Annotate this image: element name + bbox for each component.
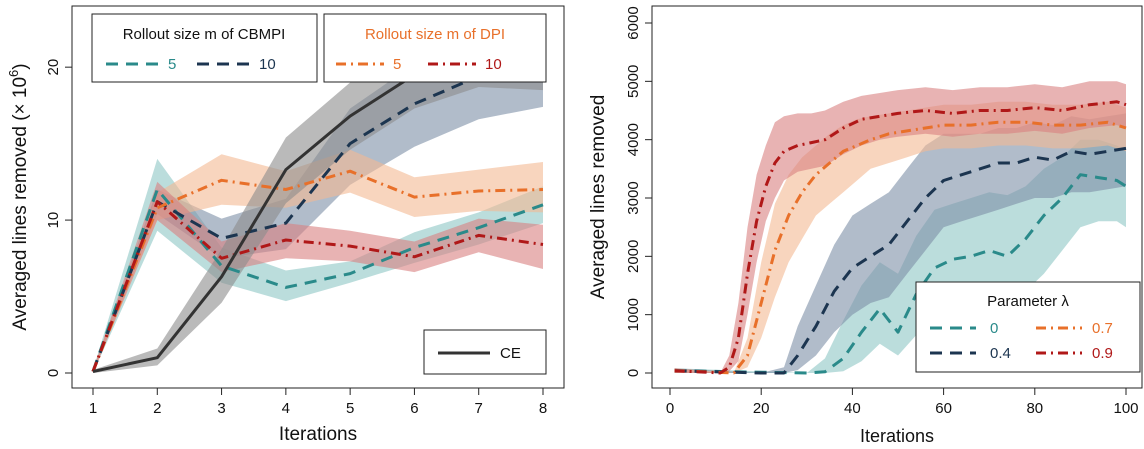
left-series-2-line (91, 169, 544, 373)
legend-lambda-title: Parameter λ (987, 293, 1069, 310)
left-y-label-close: ) (10, 63, 31, 69)
right-x-tick-label-4: 80 (1026, 400, 1043, 417)
left-y-axis-label: Averaged lines removed (× 106) (6, 63, 31, 330)
legend-dpi: Rollout size m of DPI 5 10 (323, 13, 547, 83)
left-chart: 1 2 3 4 5 6 7 8 0 10 20 Iterations Averaged lines… (6, 5, 565, 445)
legend-ce: CE (423, 329, 547, 375)
legend-cbmpi: Rollout size m of CBMPI 5 10 (91, 13, 318, 83)
left-y-tick-label-2: 20 (45, 59, 62, 76)
right-y-tick-label-5: 5000 (625, 65, 642, 98)
left-bands (93, 24, 543, 374)
right-y-axis-label: Averaged lines removed (588, 95, 609, 300)
right-bands (674, 81, 1126, 374)
right-y-tick-label-2: 2000 (625, 240, 642, 273)
right-y-tick-label-0: 0 (625, 369, 642, 377)
left-x-tick-label-0: 1 (89, 400, 97, 417)
right-y-tick-label-6: 6000 (625, 6, 642, 39)
left-x-axis: 1 2 3 4 5 6 7 8 (89, 388, 547, 417)
right-x-tick-label-2: 40 (844, 400, 861, 417)
left-y-label-exponent: 6 (6, 70, 21, 77)
right-x-tick-label-1: 20 (753, 400, 770, 417)
legend-cbmpi-box (91, 13, 318, 83)
left-series-4-band (93, 24, 543, 374)
left-plot-frame (71, 5, 565, 389)
right-lines (674, 100, 1127, 375)
right-y-tick-label-1: 1000 (625, 298, 642, 331)
left-series-0-line (91, 188, 544, 372)
right-x-axis-label: Iterations (860, 426, 934, 444)
right-plot-frame (651, 5, 1143, 389)
left-y-tick-label-0: 0 (45, 369, 62, 377)
left-y-tick-label-1: 10 (45, 212, 62, 229)
left-x-axis-label: Iterations (279, 424, 357, 444)
left-y-label-main: Averaged lines removed ( (10, 114, 31, 331)
legend-dpi-10-label: 10 (485, 56, 502, 73)
right-y-tick-label-4: 4000 (625, 123, 642, 156)
right-series-2-line (674, 120, 1127, 375)
legend-dpi-title: Rollout size m of DPI (365, 26, 505, 43)
legend-lambda-09-label: 0.9 (1092, 345, 1113, 362)
right-series-1-line (674, 146, 1127, 375)
right-series-3-band (674, 81, 1126, 374)
legend-cbmpi-5-label: 5 (168, 56, 176, 73)
right-series-3-line (674, 100, 1127, 375)
left-series-2-band (93, 149, 543, 373)
legend-lambda: Parameter λ 0 0.7 0.4 0.9 (915, 281, 1141, 373)
legend-dpi-box (323, 13, 547, 83)
left-x-tick-label-7: 8 (539, 400, 547, 417)
left-x-tick-label-1: 2 (153, 400, 161, 417)
right-chart: 0 20 40 60 80 100 0 1000 2000 3000 4000 5000 6000 I… (588, 5, 1143, 446)
left-x-tick-label-2: 3 (217, 400, 225, 417)
legend-cbmpi-10-label: 10 (259, 56, 276, 73)
right-x-tick-label-0: 0 (666, 400, 674, 417)
left-y-label-unit: × 10 (10, 77, 31, 115)
right-series-1-band (674, 113, 1126, 374)
right-x-axis: 0 20 40 60 80 100 (666, 388, 1139, 417)
left-x-tick-label-5: 6 (410, 400, 418, 417)
legend-lambda-07-label: 0.7 (1092, 320, 1113, 337)
legend-dpi-5-label: 5 (393, 56, 401, 73)
right-y-axis: 0 1000 2000 3000 4000 5000 6000 (625, 6, 652, 377)
legend-lambda-0-label: 0 (990, 320, 998, 337)
right-y-tick-label-3: 3000 (625, 181, 642, 214)
legend-cbmpi-title: Rollout size m of CBMPI (123, 26, 286, 43)
legend-ce-label: CE (500, 345, 521, 362)
left-x-tick-label-6: 7 (475, 400, 483, 417)
right-x-tick-label-5: 100 (1113, 400, 1138, 417)
right-x-tick-label-3: 60 (935, 400, 952, 417)
right-series-0-line (674, 173, 1127, 375)
left-x-tick-label-3: 4 (282, 400, 290, 417)
legend-lambda-04-label: 0.4 (990, 345, 1011, 362)
left-y-axis: 0 10 20 (45, 59, 72, 377)
left-series-0-band (93, 158, 543, 373)
left-x-tick-label-4: 5 (346, 400, 354, 417)
left-series-3-band (93, 181, 543, 373)
